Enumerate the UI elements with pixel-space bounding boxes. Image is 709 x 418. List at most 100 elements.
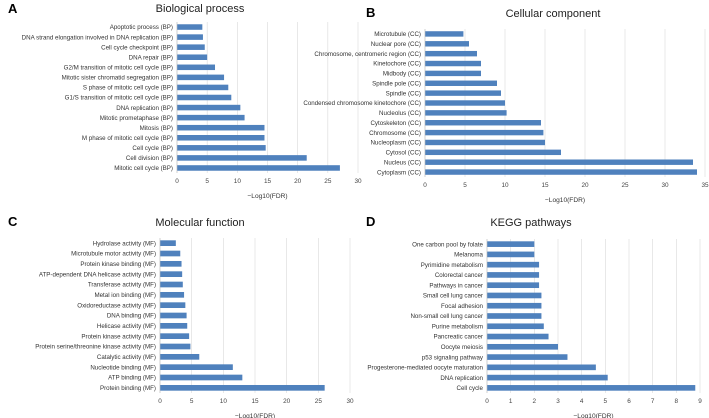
category-label: DNA replication bbox=[440, 375, 483, 382]
bar bbox=[487, 272, 540, 278]
x-tick-label: 15 bbox=[541, 182, 549, 189]
bar bbox=[487, 261, 540, 268]
category-label: Colorectal cancer bbox=[435, 272, 483, 279]
category-label: Spindle pole (CC) bbox=[372, 80, 421, 87]
x-tick-label: 20 bbox=[283, 398, 291, 405]
category-label: Pyrimidine metabolism bbox=[421, 262, 483, 269]
x-axis-label: −Log10(FDR) bbox=[247, 193, 287, 200]
category-label: Cell cycle bbox=[457, 385, 484, 392]
x-tick-label: 30 bbox=[354, 178, 362, 185]
x-tick-label: 2 bbox=[533, 398, 537, 405]
category-label: Nucleoplasm (CC) bbox=[370, 140, 421, 147]
category-label: Cell cycle checkpoint (BP) bbox=[101, 44, 173, 51]
panel-d: D KEGG pathways 0 1 2 3 4 5 6 7 8 9 One carbon pool … bbox=[366, 214, 702, 418]
x-tick-label: 25 bbox=[324, 178, 332, 185]
category-label: S phase of mitotic cell cycle (BP) bbox=[83, 85, 173, 92]
bar bbox=[425, 50, 477, 57]
bar bbox=[425, 139, 545, 146]
category-label: DNA replication (BP) bbox=[116, 105, 173, 112]
bar bbox=[177, 24, 203, 30]
category-label: p53 signaling pathway bbox=[422, 354, 484, 361]
category-label: Pathways in cancer bbox=[429, 282, 483, 289]
x-tick-label: 0 bbox=[175, 178, 179, 185]
x-tick-label: 5 bbox=[604, 398, 608, 405]
bar bbox=[487, 323, 544, 330]
bar bbox=[425, 31, 464, 37]
x-tick-label: 5 bbox=[190, 398, 194, 405]
bar bbox=[177, 145, 266, 151]
category-label: Helicase activity (MF) bbox=[97, 323, 156, 330]
bar bbox=[487, 313, 542, 319]
bar bbox=[177, 104, 241, 111]
panel-title-d: KEGG pathways bbox=[490, 217, 572, 229]
category-label: Small cell lung cancer bbox=[423, 293, 483, 300]
bar bbox=[160, 374, 243, 381]
bar bbox=[425, 149, 561, 156]
panel-c: C Molecular function 0 5 10 15 20 25 30 Hydrolase… bbox=[8, 214, 354, 418]
x-tick-label: 6 bbox=[627, 398, 631, 405]
bar bbox=[177, 44, 205, 50]
bar bbox=[177, 94, 232, 101]
x-tick-label: 25 bbox=[315, 398, 323, 405]
bar bbox=[177, 84, 229, 91]
bar bbox=[425, 120, 541, 126]
category-label: Spindle (CC) bbox=[386, 90, 421, 97]
category-label: ATP binding (MF) bbox=[108, 375, 156, 382]
bar bbox=[487, 241, 535, 247]
x-tick-label: 20 bbox=[294, 178, 302, 185]
category-label: Nucleus (CC) bbox=[384, 159, 421, 166]
panel-b: B Cellular component 0 5 10 15 20 25 30 35 Microtu… bbox=[303, 5, 709, 204]
category-label: Focal adhesion bbox=[441, 303, 484, 310]
category-label: M phase of mitotic cell cycle (BP) bbox=[82, 135, 173, 142]
x-tick-label: 3 bbox=[556, 398, 560, 405]
category-label: Melanoma bbox=[454, 252, 483, 259]
bar bbox=[425, 100, 505, 106]
x-axis-label: −Log10(FDR) bbox=[573, 413, 613, 418]
bar bbox=[425, 41, 469, 47]
x-axis-label: −Log10(FDR) bbox=[235, 413, 275, 418]
category-label: Chromosome (CC) bbox=[369, 130, 421, 137]
x-tick-label: 10 bbox=[501, 182, 509, 189]
category-label: ATP-dependent DNA helicase activity (MF) bbox=[39, 271, 156, 278]
bar bbox=[425, 90, 501, 96]
category-label: Hydrolase activity (MF) bbox=[93, 240, 156, 247]
bar bbox=[160, 364, 233, 371]
bar bbox=[160, 384, 325, 391]
bar bbox=[177, 74, 225, 81]
category-label: Midbody (CC) bbox=[383, 71, 421, 78]
bar bbox=[160, 312, 187, 319]
bar bbox=[160, 291, 185, 298]
category-label: Transferase activity (MF) bbox=[88, 282, 156, 289]
bar bbox=[487, 251, 535, 258]
panel-title-a: Biological process bbox=[156, 3, 245, 15]
category-label: DNA binding (MF) bbox=[107, 313, 156, 320]
bar bbox=[160, 343, 191, 350]
category-label: Protein kinase binding (MF) bbox=[80, 261, 156, 268]
category-label: Condensed chromosome kinetochore (CC) bbox=[303, 100, 421, 107]
category-label: Oxidoreductase activity (MF) bbox=[77, 302, 156, 309]
panel-a: A Biological process 0 5 10 15 20 25 30 Apoptotic… bbox=[8, 1, 362, 200]
category-label: Progesterone-mediated oocyte maturation bbox=[367, 365, 483, 372]
category-label: Cytosol (CC) bbox=[386, 150, 421, 157]
bar bbox=[487, 302, 542, 309]
bar bbox=[425, 110, 507, 116]
x-tick-label: 30 bbox=[346, 398, 354, 405]
bar bbox=[160, 250, 181, 257]
category-label: Microtubule (CC) bbox=[374, 31, 421, 38]
panel-letter-a: A bbox=[8, 1, 18, 16]
category-label: Microtubule motor activity (MF) bbox=[71, 251, 156, 258]
bar bbox=[160, 302, 186, 309]
x-tick-label: 15 bbox=[251, 398, 259, 405]
x-tick-label: 1 bbox=[509, 398, 513, 405]
x-tick-label: 5 bbox=[205, 178, 209, 185]
bar bbox=[160, 333, 190, 340]
category-label: G2/M transition of mitotic cell cycle (B… bbox=[64, 65, 173, 72]
bar bbox=[160, 260, 182, 267]
category-label: Protein serine/threonine kinase activity… bbox=[35, 344, 156, 351]
bar bbox=[487, 282, 540, 289]
category-label: Non-small cell lung cancer bbox=[410, 313, 483, 320]
bar bbox=[177, 165, 340, 171]
category-label: Protein binding (MF) bbox=[100, 385, 156, 392]
category-label: Nucleolus (CC) bbox=[379, 110, 421, 117]
